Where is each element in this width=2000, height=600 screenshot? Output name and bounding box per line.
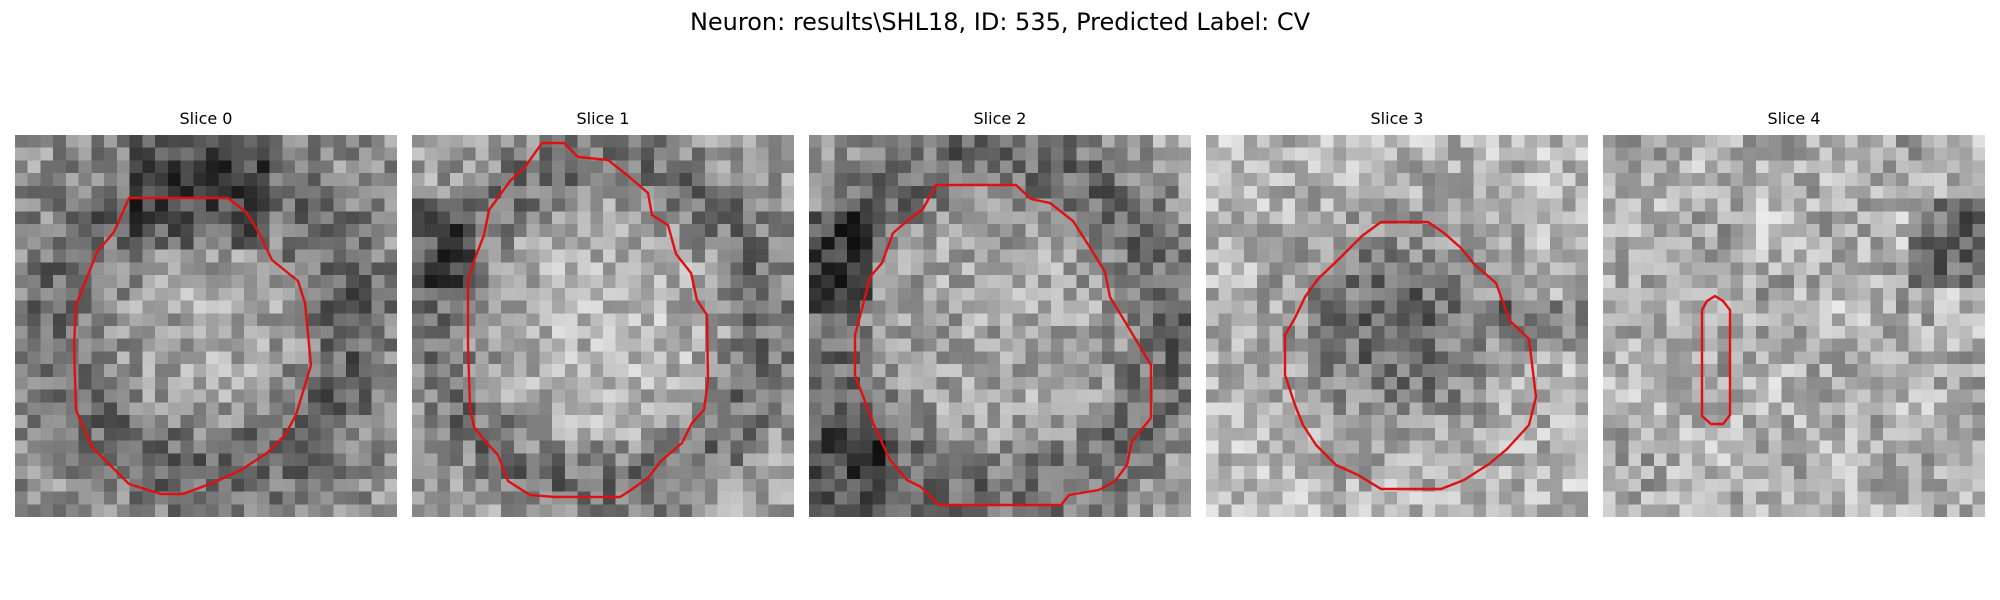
slice-title-1: Slice 1 <box>576 109 630 128</box>
roi-contour-overlay-4 <box>1700 294 1732 426</box>
slice-panel-3: Slice 3 <box>1206 108 1588 528</box>
slice-title-2: Slice 2 <box>973 109 1027 128</box>
slice-title-0: Slice 0 <box>179 109 233 128</box>
roi-contour-overlay-3 <box>1283 220 1538 491</box>
slice-image-3 <box>1206 135 1588 517</box>
slice-title-4: Slice 4 <box>1767 109 1821 128</box>
roi-contour-overlay-1 <box>466 141 710 499</box>
slice-panel-0: Slice 0 <box>15 108 397 528</box>
slice-image-4 <box>1603 135 1985 517</box>
slice-panel-1: Slice 1 <box>412 108 794 528</box>
roi-contour-1 <box>466 141 710 499</box>
roi-contour-overlay-0 <box>72 196 313 496</box>
roi-contour-2 <box>853 183 1153 507</box>
figure-title: Neuron: results\SHL18, ID: 535, Predicte… <box>689 8 1311 36</box>
slice-image-0 <box>15 135 397 517</box>
slice-title-3: Slice 3 <box>1370 109 1424 128</box>
slice-panel-4: Slice 4 <box>1603 108 1985 528</box>
roi-contour-3 <box>1283 220 1538 491</box>
slice-image-1 <box>412 135 794 517</box>
roi-contour-0 <box>72 196 313 496</box>
roi-contour-4 <box>1700 294 1732 426</box>
roi-contour-overlay-2 <box>853 183 1153 507</box>
slice-pixels-1 <box>412 135 794 517</box>
slice-pixels-4 <box>1603 135 1985 517</box>
slice-panel-2: Slice 2 <box>809 108 1191 528</box>
slice-pixels-3 <box>1206 135 1588 517</box>
slice-image-2 <box>809 135 1191 517</box>
